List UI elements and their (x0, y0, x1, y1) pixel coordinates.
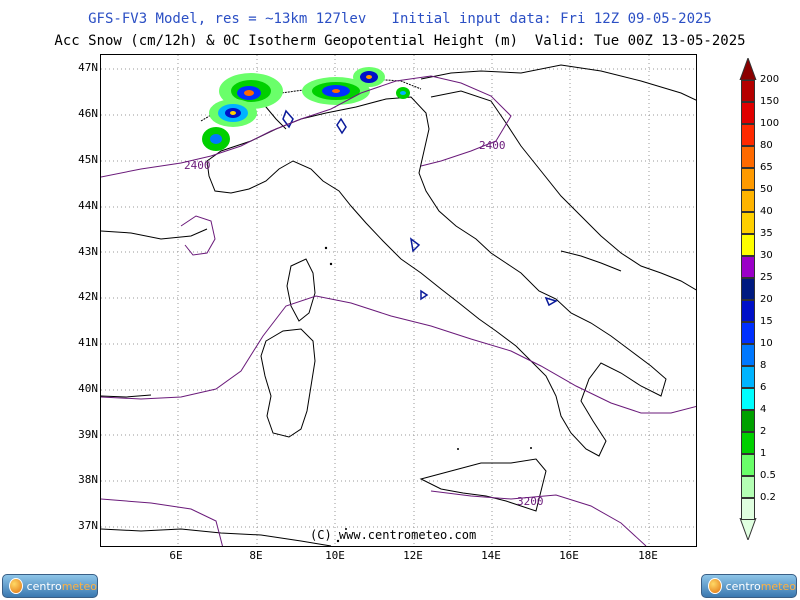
legend-label: 35 (760, 228, 773, 239)
legend-top-arrow-icon (739, 58, 757, 80)
contour-label-3200: 3200 (517, 495, 544, 508)
legend-label: 10 (760, 338, 773, 349)
lon-label-14e: 14E (481, 549, 501, 562)
lon-label-18e: 18E (638, 549, 658, 562)
map-title: GFS-FV3 Model, res = ~13km 127lev Initia… (88, 11, 712, 27)
legend-swatch (741, 190, 755, 212)
map-canvas: 2400 2400 3200 (101, 55, 696, 546)
legend-swatch (741, 300, 755, 322)
legend-swatch (741, 476, 755, 498)
map-subtitle: Acc Snow (cm/12h) & 0C Isotherm Geopoten… (54, 33, 746, 49)
legend-label: 50 (760, 184, 773, 195)
logo-left: centro meteo (2, 574, 98, 598)
legend-swatch (741, 168, 755, 190)
legend-label: 1 (760, 448, 767, 459)
isotherm-contours (101, 75, 696, 546)
legend-label: 2 (760, 426, 767, 437)
globe-icon (9, 578, 23, 594)
legend-label: 100 (760, 118, 780, 129)
legend-swatch (741, 80, 755, 102)
logo-right-text2: meteo (760, 579, 796, 593)
legend-swatch (741, 388, 755, 410)
legend-swatch (741, 366, 755, 388)
logo-right-text1: centro (725, 579, 761, 593)
graticule (101, 55, 696, 546)
legend-swatch (741, 278, 755, 300)
logo-left-text1: centro (26, 579, 62, 593)
legend-label: 0.5 (760, 470, 776, 481)
coastlines (101, 64, 696, 546)
lon-label-12e: 12E (403, 549, 423, 562)
contour-label-2400-east: 2400 (479, 139, 506, 152)
legend-label: 0.2 (760, 492, 776, 503)
lat-label-42: 42N (78, 290, 98, 303)
lat-label-46: 46N (78, 107, 98, 120)
legend-label: 30 (760, 250, 773, 261)
legend-label: 15 (760, 316, 773, 327)
contour-label-2400-west: 2400 (184, 159, 211, 172)
legend-label: 4 (760, 404, 767, 415)
lon-label-10e: 10E (325, 549, 345, 562)
legend-label: 65 (760, 162, 773, 173)
legend-swatch (741, 102, 755, 124)
legend-bottom-arrow-icon (739, 518, 757, 540)
legend-label: 8 (760, 360, 767, 371)
legend-swatch (741, 432, 755, 454)
legend-swatch (741, 454, 755, 476)
map-panel: 2400 2400 3200 (100, 54, 697, 547)
lat-label-44: 44N (78, 199, 98, 212)
legend-swatch (741, 322, 755, 344)
lat-label-37: 37N (78, 519, 98, 532)
lat-label-41: 41N (78, 336, 98, 349)
legend-label: 200 (760, 74, 780, 85)
legend-swatch (741, 256, 755, 278)
snow-accumulation (202, 67, 410, 151)
lat-label-43: 43N (78, 245, 98, 258)
lon-label-6e: 6E (169, 549, 183, 562)
lon-label-8e: 8E (249, 549, 263, 562)
legend-swatch (741, 344, 755, 366)
lakes (282, 109, 558, 307)
logo-right: centro meteo (701, 574, 797, 598)
watermark: (C) www.centrometeo.com (310, 528, 477, 542)
legend-label: 20 (760, 294, 773, 305)
lat-label-39: 39N (78, 428, 98, 441)
legend-swatch (741, 498, 755, 520)
legend-label: 40 (760, 206, 773, 217)
legend-label: 6 (760, 382, 767, 393)
legend-label: 150 (760, 96, 780, 107)
lat-label-40: 40N (78, 382, 98, 395)
legend-label: 25 (760, 272, 773, 283)
small-islands (324, 246, 532, 543)
globe-icon (708, 578, 722, 594)
legend-swatch (741, 410, 755, 432)
legend-swatch (741, 212, 755, 234)
lat-label-45: 45N (78, 153, 98, 166)
lat-label-38: 38N (78, 473, 98, 486)
legend-swatch (741, 124, 755, 146)
lat-label-47: 47N (78, 61, 98, 74)
lon-label-16e: 16E (559, 549, 579, 562)
legend-label: 80 (760, 140, 773, 151)
logo-left-text2: meteo (61, 579, 97, 593)
legend-swatch (741, 234, 755, 256)
legend-swatch (741, 146, 755, 168)
